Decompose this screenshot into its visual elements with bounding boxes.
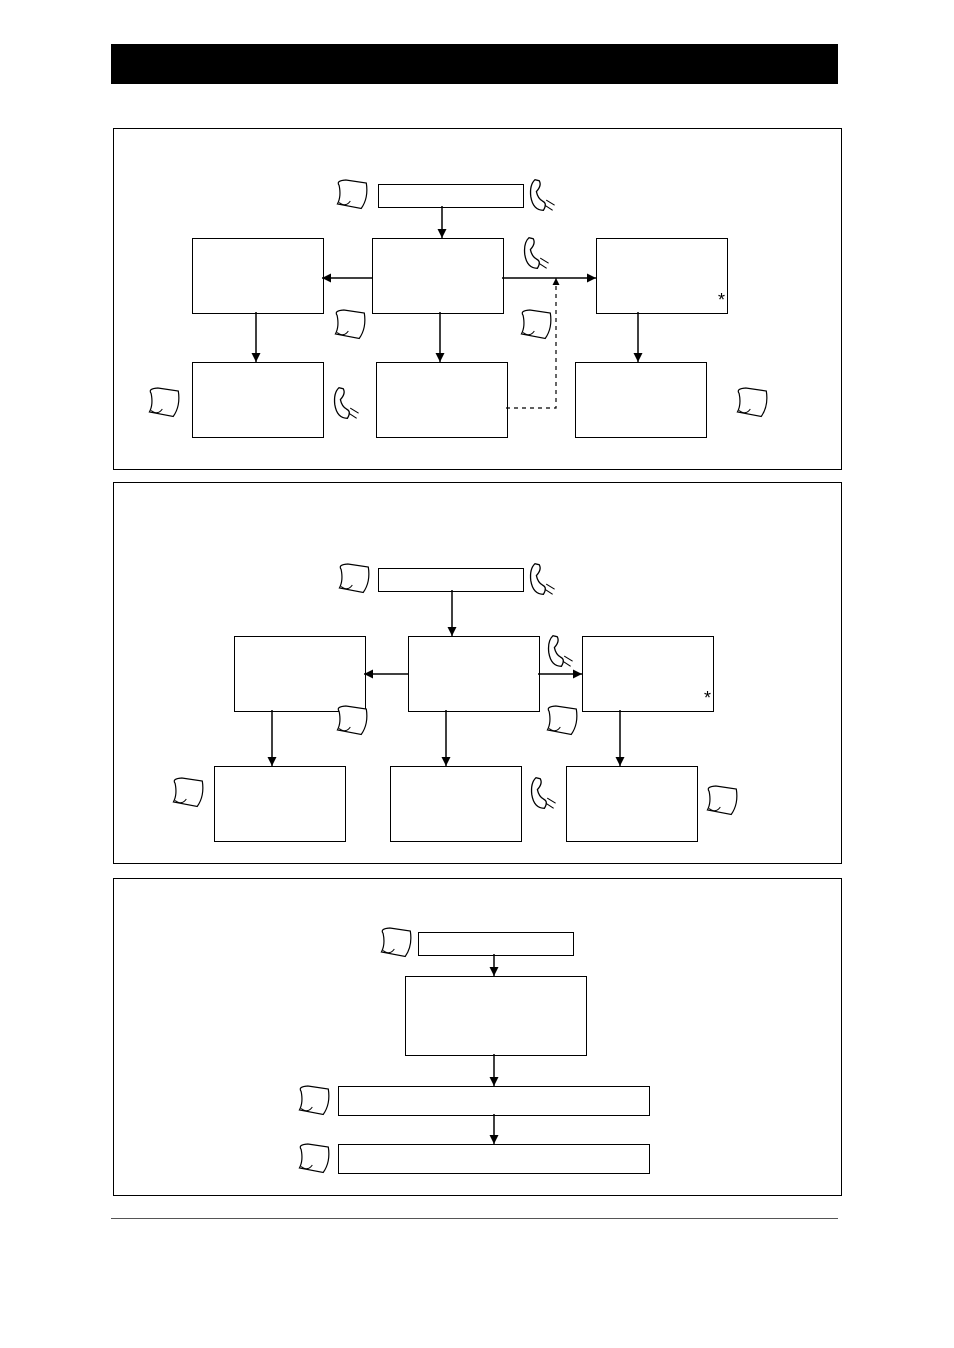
phone_midright-icon [525,238,549,269]
phone_top-icon [531,564,555,595]
doc_midright-icon [521,310,550,339]
doc_mid-icon [299,1086,328,1115]
doc_botright-icon [737,388,766,417]
doc_top-icon [339,564,368,593]
doc_midleft-icon [337,706,366,735]
phone_midright-icon [549,636,573,667]
doc_midright-icon [547,706,576,735]
doc_top-icon [337,180,366,209]
phone_top-icon [531,180,555,211]
svg-layer [0,0,954,1348]
doc_botright-icon [707,786,736,815]
doc_midleft-icon [335,310,364,339]
doc_botleft-icon [173,778,202,807]
doc_botleft-icon [149,388,178,417]
phone_botcenter-icon [532,778,556,809]
doc_bot-icon [299,1144,328,1173]
doc_top-icon [381,928,410,957]
phone_botcenter-icon [335,388,359,419]
